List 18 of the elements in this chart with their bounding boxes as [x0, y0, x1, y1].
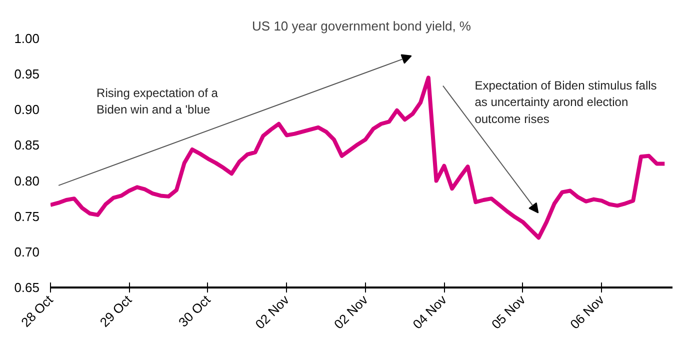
y-tick-label: 0.80: [14, 173, 40, 188]
x-tick-label: 02 Nov: [331, 292, 372, 332]
x-tick-label: 04 Nov: [410, 292, 450, 332]
x-tick-label: 05 Nov: [488, 292, 529, 332]
y-tick-label: 0.75: [14, 208, 40, 224]
line-series: [50, 76, 667, 240]
x-tick-label: 06 Nov: [567, 292, 608, 332]
y-tick-label: 0.95: [14, 66, 40, 82]
annotation: Expectation of Biden stimulus falls as uncertainty arond election outcome rises: [474, 78, 657, 126]
chart-title: US 10 year government bond yield, %: [252, 18, 472, 34]
x-tick-label: 29 Oct: [96, 292, 135, 330]
y-tick-label: 0.70: [14, 244, 40, 260]
y-tick-label: 0.90: [14, 102, 40, 118]
y-tick-label: 1.00: [14, 31, 40, 46]
x-tick-label: 02 Nov: [252, 292, 292, 332]
y-tick-label: 0.85: [14, 138, 40, 153]
x-tick-label: 30 Oct: [176, 292, 214, 330]
annotation: Rising expectation of a Biden win and a 'blue: [96, 86, 218, 117]
